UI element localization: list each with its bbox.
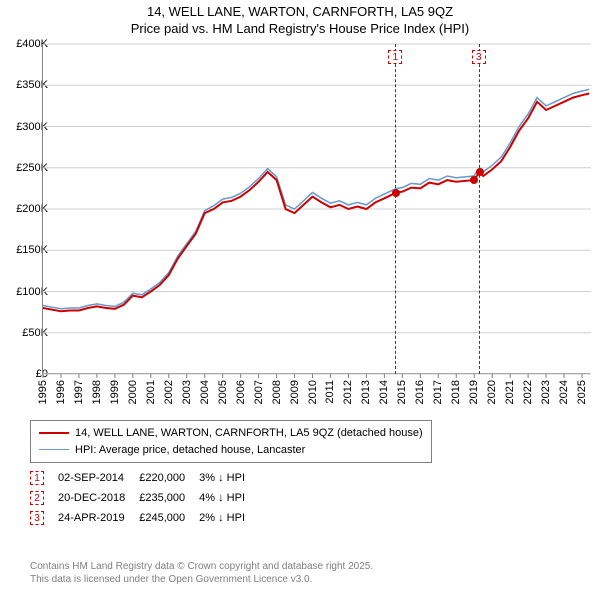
sale-price: £220,000 bbox=[139, 468, 199, 488]
legend-label: 14, WELL LANE, WARTON, CARNFORTH, LA5 9Q… bbox=[75, 427, 423, 439]
marker-box-3: 3 bbox=[472, 50, 486, 64]
x-tick-label: 1999 bbox=[109, 380, 121, 404]
x-tick-label: 2000 bbox=[127, 380, 139, 404]
x-tick-label: 2003 bbox=[181, 380, 193, 404]
chart-container: 14, WELL LANE, WARTON, CARNFORTH, LA5 9Q… bbox=[0, 0, 600, 590]
x-tick-label: 2023 bbox=[540, 380, 552, 404]
x-tick-label: 2005 bbox=[217, 380, 229, 404]
series-price_paid bbox=[43, 94, 589, 312]
x-tick-label: 2017 bbox=[432, 380, 444, 404]
legend-entry: 14, WELL LANE, WARTON, CARNFORTH, LA5 9Q… bbox=[39, 425, 423, 442]
sale-delta: 4% ↓ HPI bbox=[199, 488, 259, 508]
x-tick-label: 2009 bbox=[289, 380, 301, 404]
legend-entry: HPI: Average price, detached house, Lanc… bbox=[39, 442, 423, 459]
legend-label: HPI: Average price, detached house, Lanc… bbox=[75, 444, 305, 456]
legend: 14, WELL LANE, WARTON, CARNFORTH, LA5 9Q… bbox=[30, 420, 432, 463]
sale-date: 02-SEP-2014 bbox=[58, 468, 139, 488]
sale-price: £245,000 bbox=[139, 508, 199, 528]
x-tick-label: 2002 bbox=[163, 380, 175, 404]
x-tick-label: 2006 bbox=[235, 380, 247, 404]
sale-row: 1 02-SEP-2014£220,0003% ↓ HPI bbox=[30, 468, 259, 488]
sale-delta: 2% ↓ HPI bbox=[199, 508, 259, 528]
sale-row: 3 24-APR-2019£245,0002% ↓ HPI bbox=[30, 508, 259, 528]
footer-line1: Contains HM Land Registry data © Crown c… bbox=[30, 560, 373, 573]
x-tick-label: 1997 bbox=[73, 380, 85, 404]
sale-number-box: 2 bbox=[30, 491, 44, 505]
marker-box-1: 1 bbox=[388, 50, 402, 64]
x-tick-label: 2025 bbox=[576, 380, 588, 404]
sales-table: 1 02-SEP-2014£220,0003% ↓ HPI 2 20-DEC-2018… bbox=[30, 468, 259, 528]
sale-dot-1 bbox=[392, 189, 400, 197]
x-tick-label: 2014 bbox=[378, 380, 390, 404]
x-tick-label: 2022 bbox=[522, 380, 534, 404]
sale-delta: 3% ↓ HPI bbox=[199, 468, 259, 488]
footer-line2: This data is licensed under the Open Gov… bbox=[30, 573, 373, 586]
x-tick-label: 1995 bbox=[37, 380, 49, 404]
x-tick-label: 2024 bbox=[558, 380, 570, 404]
x-tick-label: 2019 bbox=[468, 380, 480, 404]
x-tick-label: 2013 bbox=[360, 380, 372, 404]
sale-price: £235,000 bbox=[139, 488, 199, 508]
x-tick-label: 2020 bbox=[486, 380, 498, 404]
x-tick-label: 1996 bbox=[55, 380, 67, 404]
x-tick-label: 1998 bbox=[91, 380, 103, 404]
plot-area bbox=[42, 44, 590, 374]
x-tick-label: 2004 bbox=[199, 380, 211, 404]
footer-attribution: Contains HM Land Registry data © Crown c… bbox=[30, 560, 373, 586]
legend-swatch bbox=[39, 449, 69, 451]
sale-row: 2 20-DEC-2018£235,0004% ↓ HPI bbox=[30, 488, 259, 508]
title-address: 14, WELL LANE, WARTON, CARNFORTH, LA5 9Q… bbox=[0, 4, 600, 21]
x-tick-label: 2011 bbox=[324, 380, 336, 404]
x-tick-label: 2015 bbox=[396, 380, 408, 404]
chart-titles: 14, WELL LANE, WARTON, CARNFORTH, LA5 9Q… bbox=[0, 0, 600, 38]
x-tick-label: 2001 bbox=[145, 380, 157, 404]
sale-date: 20-DEC-2018 bbox=[58, 488, 139, 508]
x-tick-label: 2018 bbox=[450, 380, 462, 404]
x-tick-label: 2007 bbox=[253, 380, 265, 404]
line-series bbox=[43, 44, 591, 374]
x-tick-label: 2012 bbox=[342, 380, 354, 404]
x-tick-label: 2010 bbox=[307, 380, 319, 404]
legend-swatch bbox=[39, 432, 69, 434]
marker-vline-3 bbox=[479, 44, 480, 374]
x-tick-label: 2008 bbox=[271, 380, 283, 404]
title-subtitle: Price paid vs. HM Land Registry's House … bbox=[0, 21, 600, 38]
sale-dot-3 bbox=[476, 168, 484, 176]
sale-number-box: 3 bbox=[30, 511, 44, 525]
sale-dot-2 bbox=[470, 176, 478, 184]
x-tick-label: 2016 bbox=[414, 380, 426, 404]
sale-number-box: 1 bbox=[30, 471, 44, 485]
sale-date: 24-APR-2019 bbox=[58, 508, 139, 528]
marker-vline-1 bbox=[395, 44, 396, 374]
x-tick-label: 2021 bbox=[504, 380, 516, 404]
